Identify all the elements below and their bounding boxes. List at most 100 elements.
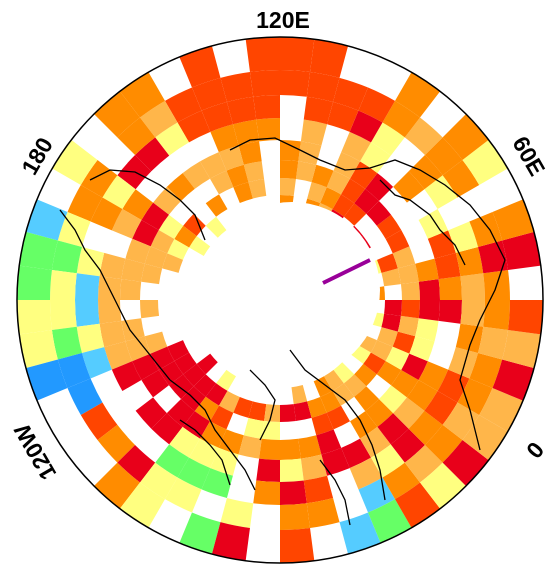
- grid-cell: [51, 240, 82, 274]
- grid-cell: [178, 512, 221, 556]
- grid-cell: [169, 426, 200, 458]
- grid-cell: [434, 252, 461, 280]
- grid-cell: [75, 300, 100, 327]
- grid-cell: [17, 265, 52, 300]
- grid-cell: [248, 179, 267, 199]
- grid-cell: [249, 70, 280, 97]
- grid-cell: [253, 480, 280, 505]
- grid-cell: [381, 268, 401, 287]
- grid-cell: [324, 369, 344, 391]
- grid-cell: [168, 374, 194, 399]
- grid-cell: [385, 346, 410, 370]
- grid-cell: [220, 71, 254, 102]
- grid-cell: [243, 417, 265, 439]
- grid-cell: [216, 369, 236, 391]
- grid-cell: [17, 330, 58, 369]
- grid-cell: [424, 424, 463, 463]
- grid-cell: [122, 189, 154, 220]
- grid-cell: [121, 258, 145, 282]
- grid-cell: [280, 37, 315, 72]
- grid-cell: [50, 269, 77, 300]
- grid-cell: [438, 300, 462, 324]
- grid-cell: [162, 253, 183, 273]
- grid-cell: [349, 457, 383, 490]
- grid-cell: [455, 246, 484, 277]
- grid-cell: [298, 141, 322, 165]
- grid-cell: [418, 300, 440, 321]
- grid-cell: [310, 37, 349, 78]
- grid-cell: [376, 361, 402, 386]
- grid-cell: [406, 380, 438, 411]
- grid-cell: [303, 96, 334, 125]
- grid-cell: [307, 397, 327, 418]
- grid-cell: [177, 110, 211, 143]
- grid-cell: [253, 95, 280, 120]
- grid-cell: [24, 359, 68, 402]
- label-60e: 60E: [507, 132, 546, 180]
- grid-cell: [178, 44, 221, 88]
- grid-cell: [448, 347, 479, 379]
- grid-cell: [243, 161, 265, 183]
- grid-cell: [366, 201, 392, 226]
- grid-cell: [205, 383, 228, 406]
- grid-cell: [320, 390, 341, 413]
- grid-cell: [376, 214, 402, 239]
- grid-cell: [400, 281, 420, 300]
- grid-cell: [306, 71, 340, 102]
- label-120w: 120W: [9, 419, 62, 484]
- grid-cell: [183, 213, 206, 237]
- grid-cell: [478, 240, 509, 274]
- label-180: 180: [16, 133, 58, 179]
- grid-cell: [141, 370, 169, 398]
- grid-cell: [193, 374, 217, 397]
- coastline-segment: [59, 209, 171, 381]
- grid-cell: [316, 429, 342, 455]
- grid-cell: [424, 175, 458, 209]
- grid-cell: [259, 438, 280, 460]
- grid-cell: [111, 361, 142, 391]
- coastline-segment: [179, 419, 231, 486]
- grid-cell: [502, 231, 543, 270]
- grid-cell: [245, 37, 280, 72]
- grid-cell: [280, 528, 315, 563]
- grid-cell: [151, 413, 183, 445]
- grid-cell: [332, 194, 355, 217]
- grid-cell: [382, 100, 421, 138]
- grid-cell: [196, 353, 218, 375]
- grid-cell: [343, 374, 367, 397]
- grid-cell: [280, 404, 296, 422]
- coastlines: [59, 137, 506, 526]
- coastline-segment: [459, 259, 506, 451]
- grid-cell: [483, 300, 510, 331]
- grid-cell: [226, 164, 249, 188]
- grid-cell: [165, 477, 202, 513]
- grid-cell: [280, 70, 311, 97]
- grid-cell: [51, 326, 82, 360]
- grid-cell: [97, 424, 136, 463]
- grid-cell: [135, 397, 167, 429]
- grid-cell: [354, 188, 379, 214]
- grid-cell: [408, 155, 443, 190]
- grid-cell: [358, 87, 395, 123]
- grid-cell: [438, 276, 462, 300]
- grid-cell: [194, 396, 219, 422]
- grid-cell: [457, 378, 493, 415]
- grid-cell: [365, 398, 394, 427]
- grid-cell: [415, 318, 439, 342]
- grid-cell: [158, 214, 184, 239]
- grid-cell: [392, 246, 416, 269]
- grid-cell: [306, 498, 340, 529]
- grid-cell: [492, 198, 536, 241]
- grid-cell: [218, 429, 244, 455]
- coastline-segment: [169, 379, 256, 491]
- grid-cell: [400, 300, 420, 319]
- map-boundary-circle: [16, 36, 544, 564]
- grid-cell: [205, 216, 227, 238]
- grid-cell: [144, 246, 168, 269]
- grid-cell: [67, 378, 103, 415]
- coastline-segment: [89, 169, 206, 241]
- grid-cell: [81, 347, 112, 379]
- grid-cell: [385, 230, 410, 254]
- grid-cell: [117, 117, 156, 156]
